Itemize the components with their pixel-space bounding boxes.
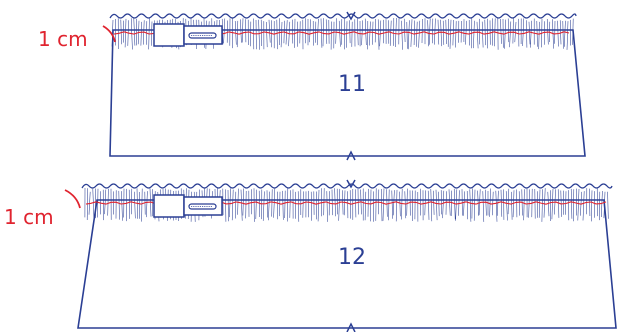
center-notch-bottom-12 xyxy=(346,322,356,332)
step-number-11: 11 xyxy=(338,72,366,97)
seam-allowance-bracket-12 xyxy=(64,189,81,209)
seam-allowance-label-11: 1 cm xyxy=(38,27,88,51)
seam-allowance-bracket-11 xyxy=(102,25,116,43)
center-notch-bottom-11 xyxy=(346,150,356,161)
center-notch-top-12 xyxy=(346,179,356,189)
fabric-panel-11-outline xyxy=(109,29,586,157)
presser-foot-icon xyxy=(153,194,223,218)
ruffle-wave-edge xyxy=(109,13,577,19)
fabric-panel-12-outline xyxy=(77,199,617,329)
presser-foot-icon xyxy=(153,23,223,47)
panel-12: 1 cm 12 xyxy=(4,179,617,332)
step-number-12: 12 xyxy=(338,245,366,270)
ruffle-wave-edge xyxy=(81,183,613,189)
center-notch-top-11 xyxy=(346,11,356,21)
panel-11: 1 cm 11 xyxy=(38,11,586,161)
seam-allowance-label-12: 1 cm xyxy=(4,205,54,229)
